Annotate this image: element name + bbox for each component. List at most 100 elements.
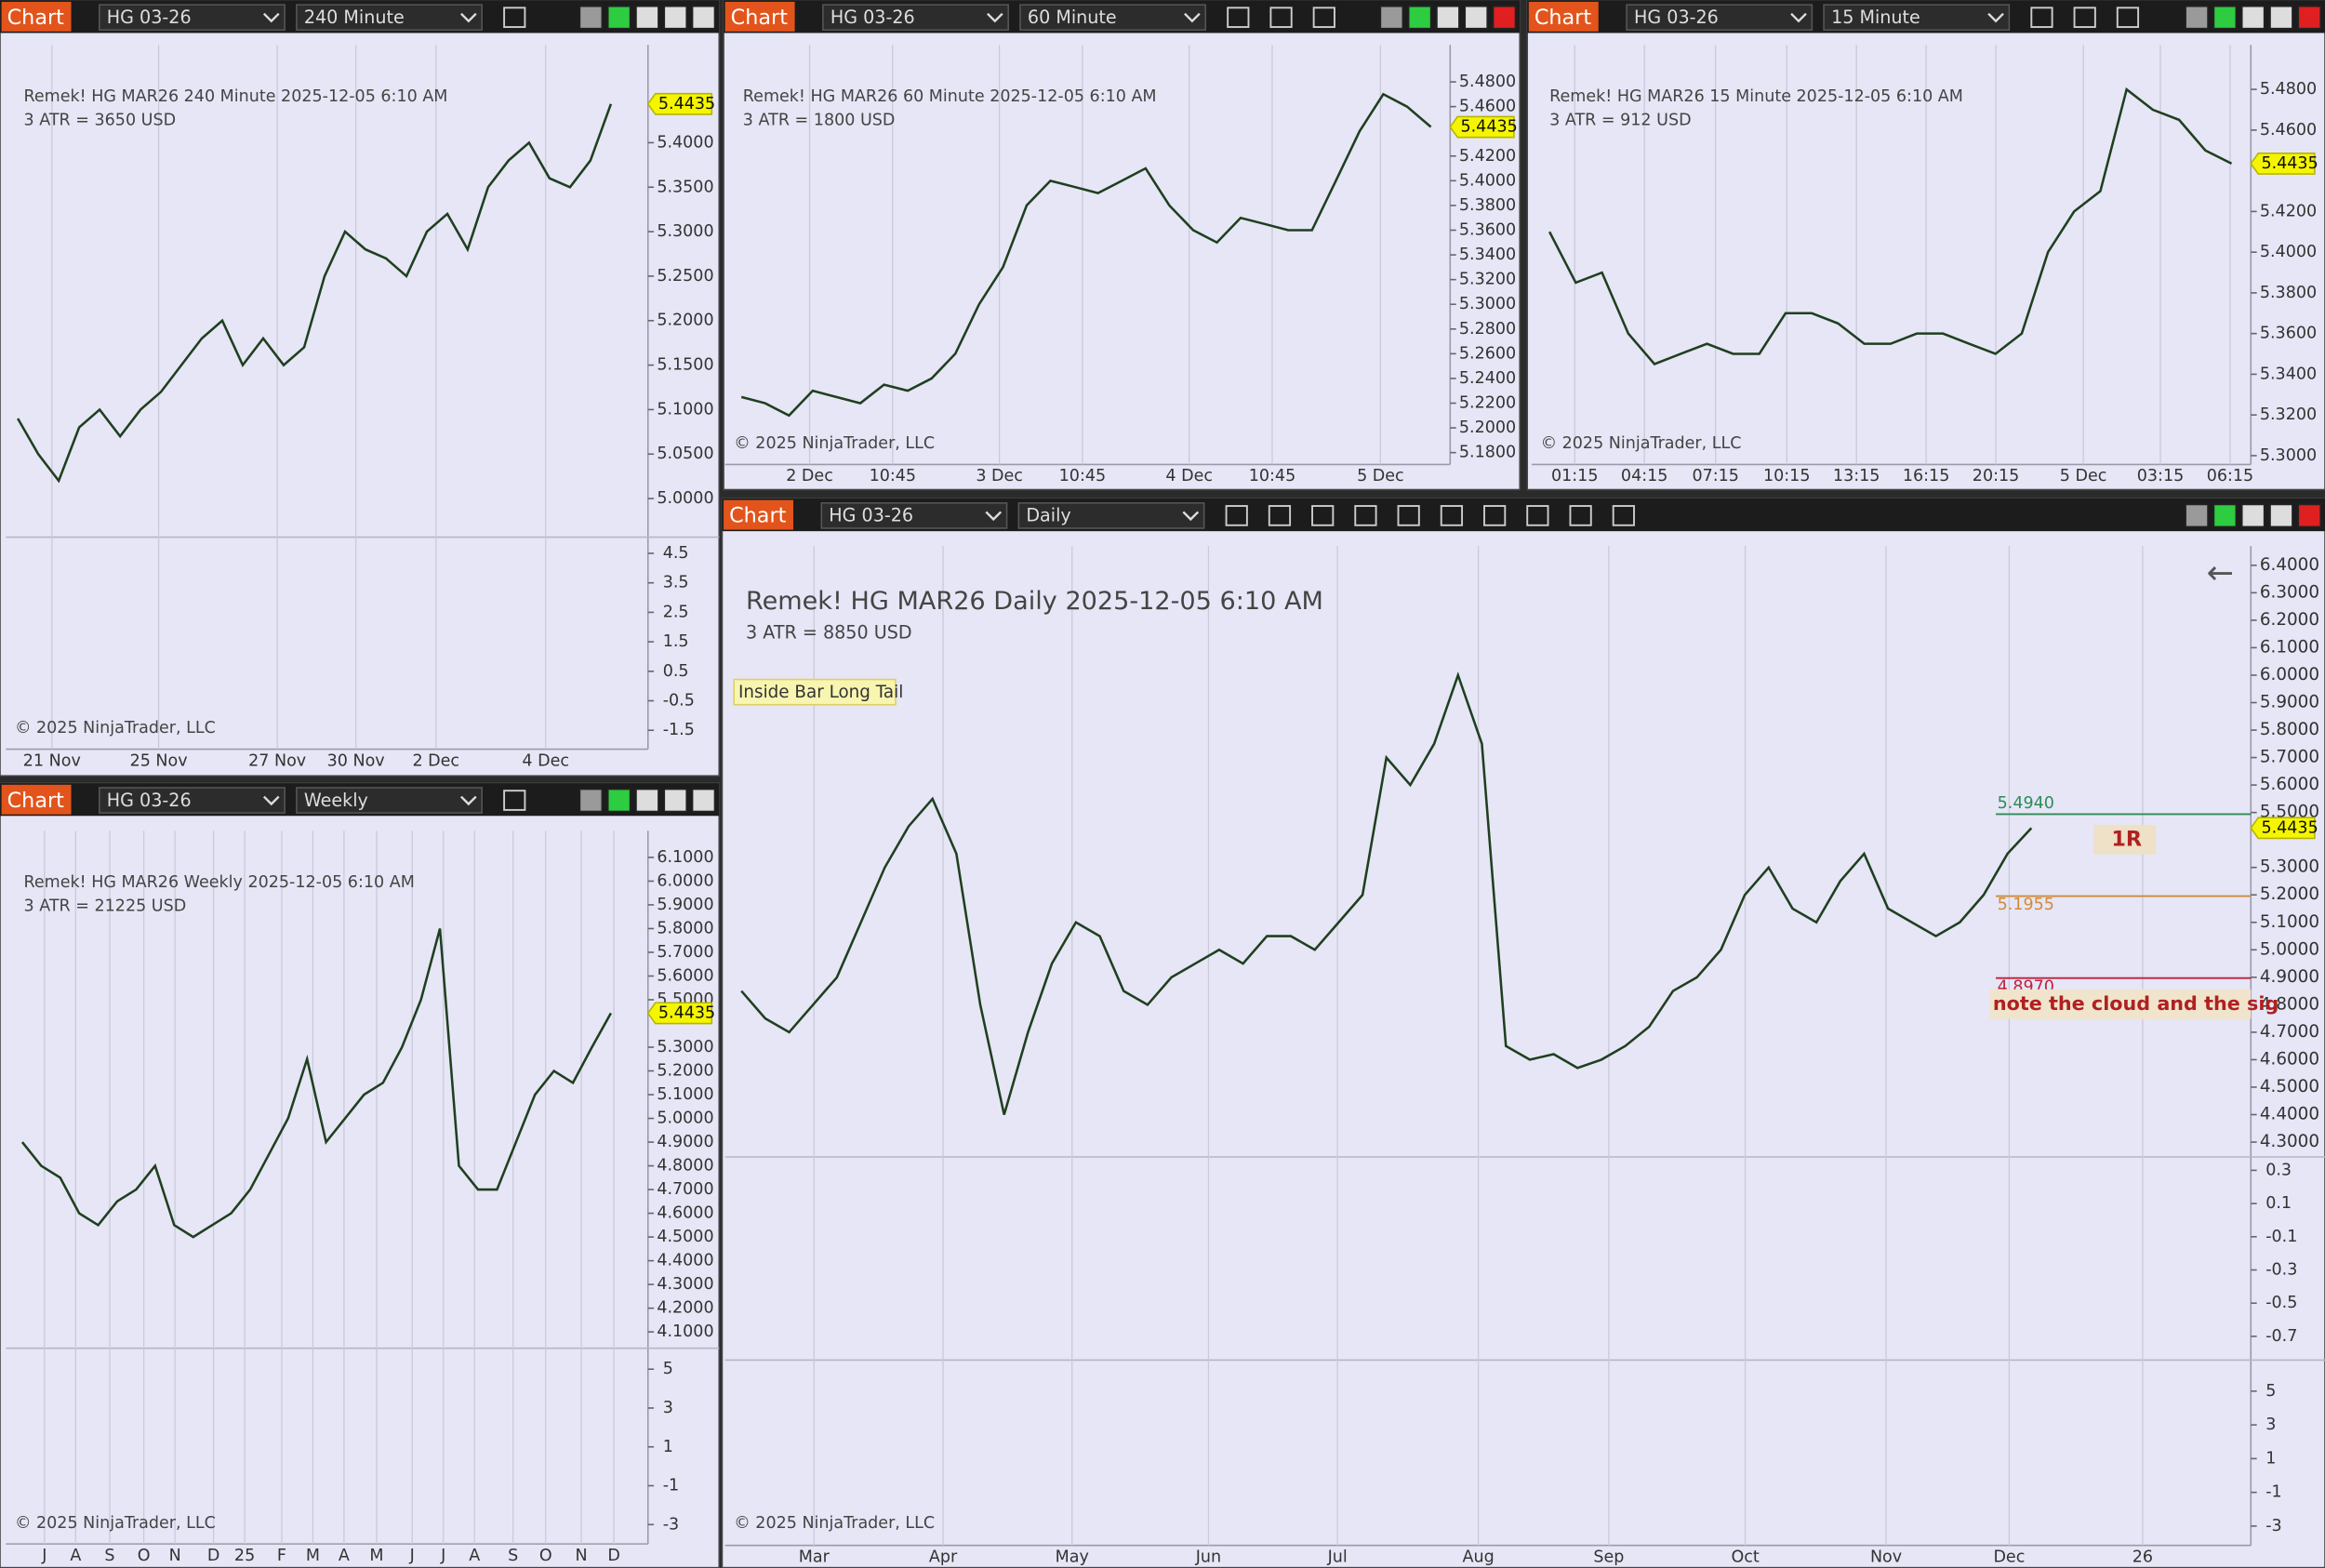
instrument-dropdown[interactable] — [820, 502, 1008, 529]
lower-tick-label: 4.5 — [663, 544, 689, 563]
toolbar-icon[interactable] — [1483, 505, 1507, 526]
interval-dropdown[interactable] — [1823, 4, 2011, 32]
interval-dropdown[interactable] — [1017, 502, 1205, 529]
chart-tab[interactable] — [724, 1, 795, 32]
instrument-dropdown[interactable] — [822, 4, 1009, 32]
window-button-close[interactable] — [1492, 5, 1517, 30]
y-tick-label: 4.4000 — [657, 1252, 713, 1270]
window-button-link[interactable] — [2212, 5, 2238, 30]
window-frame — [0, 782, 721, 1568]
y-tick-label: 5.4800 — [2260, 80, 2317, 99]
interval-label[interactable]: Daily — [1026, 505, 1070, 526]
window-button-minimize[interactable] — [578, 788, 604, 813]
interval-dropdown[interactable] — [296, 4, 483, 32]
window-button-minimize[interactable] — [1379, 5, 1404, 30]
chart-tab[interactable] — [1, 784, 72, 815]
window-button-minimize[interactable] — [2185, 503, 2209, 528]
interval-dropdown[interactable] — [296, 787, 483, 814]
toolbar-icon[interactable] — [1526, 505, 1549, 526]
window-button-restore[interactable] — [635, 788, 659, 813]
back-arrow[interactable]: ← — [2206, 553, 2233, 591]
toolbar-icon[interactable] — [1227, 7, 1250, 29]
chart-tab[interactable] — [724, 499, 793, 530]
toolbar-icon[interactable] — [1440, 505, 1464, 526]
y-tick-label: 5.4200 — [1459, 147, 1516, 166]
window-button-link[interactable] — [606, 5, 631, 30]
last-price-label: 5.4435 — [658, 1003, 715, 1022]
interval-label[interactable]: 60 Minute — [1028, 7, 1117, 28]
chart-tab-label[interactable]: Chart — [7, 789, 65, 813]
toolbar-icon[interactable] — [2116, 7, 2140, 29]
y-tick-label: 5.3400 — [2260, 365, 2317, 383]
chart-tab[interactable] — [1528, 1, 1599, 32]
window-button-link[interactable] — [2212, 503, 2238, 528]
window-button-restore[interactable] — [2240, 5, 2265, 30]
window-button-restore[interactable] — [2240, 503, 2265, 528]
chart-tab[interactable] — [1, 1, 72, 32]
instrument-label[interactable]: HG 03-26 — [1634, 7, 1719, 28]
target-label: 1R — [2111, 827, 2142, 851]
interval-label[interactable]: Weekly — [304, 790, 368, 811]
toolbar-icon[interactable] — [1354, 505, 1377, 526]
instrument-dropdown[interactable] — [99, 4, 286, 32]
chart-tab-label[interactable]: Chart — [7, 6, 65, 30]
interval-label[interactable]: 240 Minute — [304, 7, 405, 28]
instrument-dropdown[interactable] — [1626, 4, 1814, 32]
y-tick-label: 5.2200 — [1459, 394, 1516, 413]
window-button-restore[interactable] — [635, 5, 659, 30]
toolbar-icon[interactable] — [2030, 7, 2053, 29]
price-line — [740, 92, 1432, 418]
window-button-maximize[interactable] — [2269, 503, 2293, 528]
instrument-label[interactable]: HG 03-26 — [829, 505, 913, 526]
dropdown-caret — [460, 795, 477, 806]
chart-tab-label[interactable]: Chart — [731, 6, 789, 30]
toolbar-icon[interactable] — [1225, 505, 1248, 526]
window-button-minimize[interactable] — [578, 5, 604, 30]
last-price-marker — [646, 1002, 713, 1025]
toolbar-icon[interactable] — [503, 790, 526, 811]
toolbar-icon[interactable] — [1269, 7, 1293, 29]
window-button-link[interactable] — [1407, 5, 1432, 30]
x-tick-label: 10:15 — [1763, 467, 1810, 485]
interval-dropdown[interactable] — [1019, 4, 1207, 32]
x-tick-label: A — [70, 1547, 81, 1565]
toolbar-icon[interactable] — [1311, 505, 1335, 526]
instrument-dropdown[interactable] — [99, 787, 286, 814]
window-button-maximize[interactable] — [663, 788, 687, 813]
window-button-maximize[interactable] — [2269, 5, 2293, 30]
toolbar-icon[interactable] — [1612, 505, 1635, 526]
toolbar-icon[interactable] — [2073, 7, 2096, 29]
instrument-label[interactable]: HG 03-26 — [107, 790, 192, 811]
toolbar-icon[interactable] — [1397, 505, 1420, 526]
window-button-maximize[interactable] — [1464, 5, 1488, 30]
y-tick-label: 6.1000 — [2260, 637, 2319, 657]
chart-tab-label[interactable]: Chart — [1534, 6, 1592, 30]
interval-label[interactable]: 15 Minute — [1831, 7, 1920, 28]
window-button-close[interactable] — [691, 5, 716, 30]
window-button-link[interactable] — [606, 788, 631, 813]
toolbar-icon[interactable] — [1569, 505, 1592, 526]
y-tick-label: 5.3400 — [1459, 246, 1516, 264]
x-tick-label: 4 Dec — [522, 751, 569, 770]
instrument-label[interactable]: HG 03-26 — [107, 7, 192, 28]
y-tick-label: 5.0000 — [2260, 939, 2319, 959]
lower-tick-label: 5 — [2265, 1382, 2276, 1401]
chart-tab-label[interactable]: Chart — [729, 504, 787, 528]
window-button-restore[interactable] — [1436, 5, 1460, 30]
window-button-close[interactable] — [2297, 503, 2322, 528]
window-button-close[interactable] — [2297, 5, 2322, 30]
window-button-close[interactable] — [691, 788, 716, 813]
x-tick-label: O — [138, 1547, 151, 1565]
instrument-label[interactable]: HG 03-26 — [830, 7, 915, 28]
toolbar-icon[interactable] — [1268, 505, 1292, 526]
x-tick-label: D — [607, 1547, 620, 1565]
last-price-label: 5.4435 — [658, 95, 715, 113]
toolbar-icon[interactable] — [1312, 7, 1335, 29]
lower-tick-label: 1 — [2265, 1449, 2276, 1468]
window-button-minimize[interactable] — [2185, 5, 2209, 30]
toolbar-icon[interactable] — [503, 7, 526, 29]
window-button-maximize[interactable] — [663, 5, 687, 30]
y-tick-label: 5.4000 — [1459, 171, 1516, 190]
chart-info: Remek! HG MAR26 240 Minute 2025-12-05 6:… — [24, 87, 448, 106]
